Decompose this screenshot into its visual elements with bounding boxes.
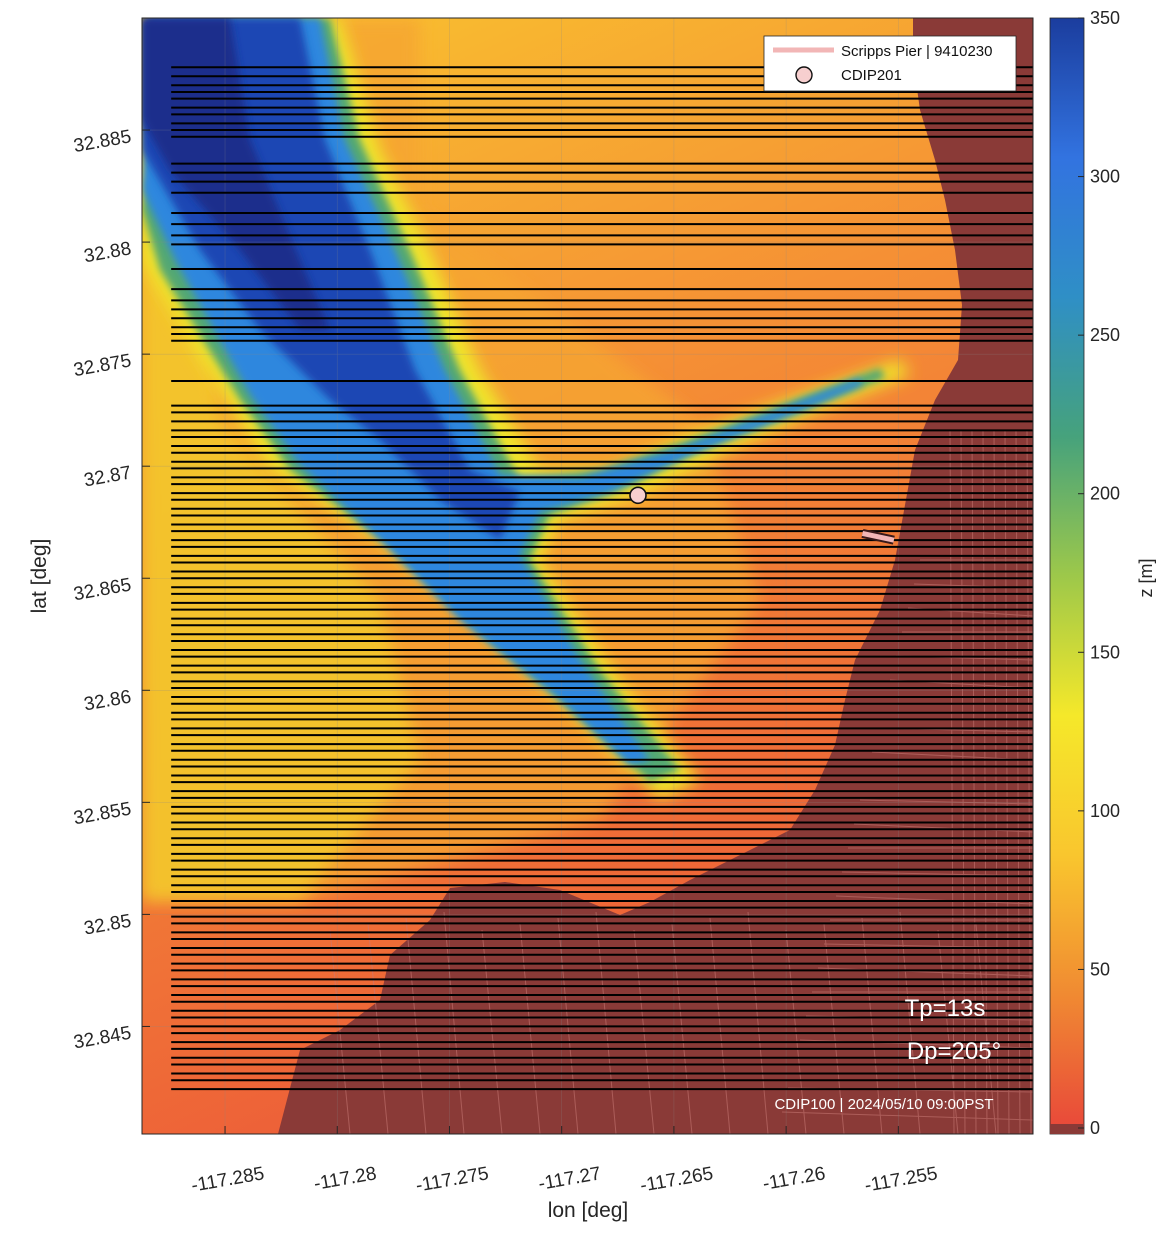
scripps-pier-marker — [861, 529, 895, 545]
colorbar: 0 50 100 150 200 250 300 350 z [m] — [1049, 8, 1156, 1138]
street-line — [519, 923, 541, 1134]
x-tick-label: -117.255 — [863, 1163, 939, 1196]
colorbar-land-swatch — [1050, 1124, 1084, 1134]
legend-cdip-label: CDIP201 — [841, 67, 902, 84]
cdip201-marker — [629, 486, 647, 505]
land-mass — [278, 18, 1033, 1134]
y-axis-ticks: 32.845 32.85 32.855 32.86 32.865 32.87 32.875 3… — [72, 126, 150, 1053]
colorbar-label: z [m] — [1136, 559, 1156, 598]
y-tick-label: 32.85 — [82, 911, 132, 940]
legend: Scripps Pier | 9410230 CDIP201 — [763, 35, 1017, 92]
colorbar-tick-label: 250 — [1090, 325, 1120, 345]
tp-annotation: Tp=13s — [905, 995, 986, 1022]
y-tick-label: 32.88 — [82, 238, 132, 267]
street-line — [853, 823, 1033, 833]
y-tick-label: 32.885 — [72, 126, 133, 157]
y-tick-label: 32.855 — [72, 799, 133, 830]
x-tick-label: -117.265 — [639, 1163, 715, 1196]
bathymetry-map: Tp=13s Dp=205° CDIP100 | 2024/05/10 09:0… — [142, 18, 1033, 1134]
axes-frame — [141, 17, 1034, 1135]
y-axis-label: lat [deg] — [28, 539, 51, 614]
dp-annotation: Dp=205° — [907, 1038, 1001, 1065]
x-tick-label: -117.275 — [414, 1163, 490, 1196]
colorbar-tick-label: 150 — [1090, 642, 1120, 662]
street-line — [823, 923, 845, 1134]
legend-pier-label: Scripps Pier | 9410230 — [841, 43, 993, 60]
street-line — [781, 1111, 1033, 1121]
colorbar-tick-label: 300 — [1090, 167, 1120, 187]
colorbar-tick-label: 100 — [1090, 801, 1120, 821]
x-tick-label: -117.26 — [761, 1163, 827, 1195]
street-line — [367, 923, 389, 1134]
street-line — [671, 923, 693, 1134]
x-axis-label: lon [deg] — [548, 1199, 629, 1222]
colorbar-tick-label: 200 — [1090, 484, 1120, 504]
x-axis-ticks: -117.285 -117.28 -117.275 -117.27 -117.265 -1… — [190, 1126, 939, 1197]
transect-lines — [171, 66, 1033, 1091]
y-tick-label: 32.875 — [72, 350, 133, 381]
x-tick-label: -117.285 — [190, 1163, 266, 1196]
street-line — [859, 799, 1033, 805]
y-tick-label: 32.86 — [82, 687, 132, 716]
colorbar-ramp — [1049, 17, 1085, 1135]
canyon-deepest — [142, 18, 330, 330]
colorbar-tick-label: 50 — [1090, 959, 1110, 979]
street-line — [871, 751, 1033, 761]
colorbar-tick-label: 0 — [1090, 1118, 1100, 1138]
colorbar-tick-label: 350 — [1090, 8, 1120, 28]
timestamp-annotation: CDIP100 | 2024/05/10 09:00PST — [774, 1096, 993, 1113]
x-tick-label: -117.27 — [537, 1163, 603, 1195]
x-tick-label: -117.28 — [312, 1163, 378, 1195]
y-tick-label: 32.865 — [72, 574, 133, 605]
legend-cdip-swatch — [795, 66, 813, 84]
y-tick-label: 32.845 — [72, 1023, 133, 1054]
colorbar-ticks: 0 50 100 150 200 250 300 350 — [1078, 8, 1120, 1138]
pier-line — [861, 530, 895, 543]
y-tick-label: 32.87 — [82, 462, 132, 491]
